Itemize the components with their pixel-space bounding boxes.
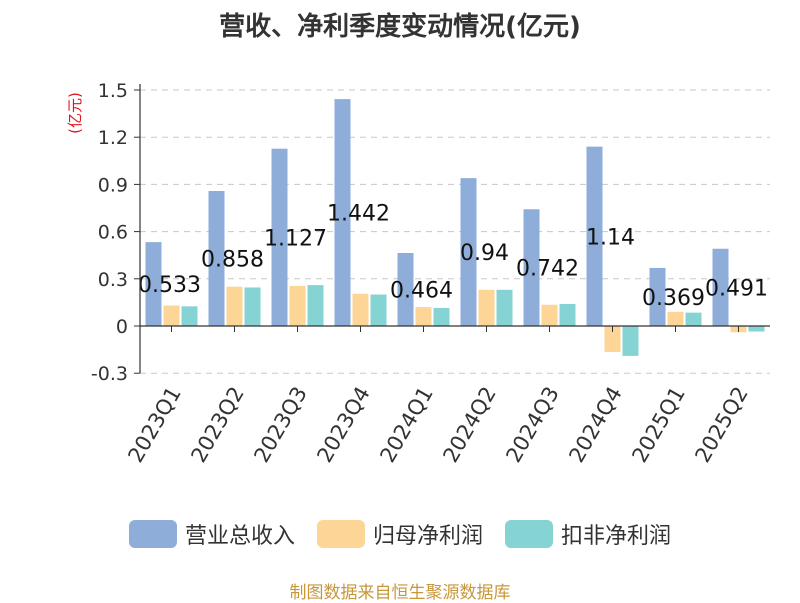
legend-label: 营业总收入 (184, 524, 295, 549)
bar-2023Q3-s1 (289, 285, 306, 326)
bars (145, 99, 765, 356)
bar-2024Q4-s0 (586, 146, 603, 326)
legend-swatch (316, 520, 365, 548)
bar-2023Q4-s2 (370, 294, 387, 326)
data-label: 1.14 (586, 225, 635, 250)
data-label: 0.369 (642, 286, 705, 311)
bar-2023Q4-s0 (334, 99, 351, 326)
data-label: 0.858 (201, 248, 264, 273)
bar-2023Q4-s1 (352, 293, 369, 326)
bar-2025Q2-s2 (748, 326, 765, 332)
x-tick-label: 2024Q4 (564, 383, 626, 467)
bar-2024Q3-s1 (541, 304, 558, 326)
data-label: 0.533 (138, 273, 201, 298)
bar-2023Q3-s0 (271, 148, 288, 326)
x-tick-label: 2024Q3 (501, 383, 563, 467)
bar-2024Q2-s2 (496, 289, 513, 326)
data-label: 1.442 (327, 202, 390, 227)
bar-2024Q2-s0 (460, 178, 477, 326)
bar-2024Q4-s1 (604, 326, 621, 352)
legend-item[interactable]: 营业总收入 (128, 518, 295, 550)
legend-item[interactable]: 扣非净利润 (505, 518, 671, 550)
x-tick-label: 2025Q1 (627, 383, 689, 467)
bar-2024Q1-s1 (415, 307, 432, 326)
bar-2023Q2-s1 (226, 286, 243, 326)
grid-lines (140, 89, 770, 374)
y-tick-label: 0.6 (98, 222, 128, 244)
bar-2024Q3-s2 (559, 303, 576, 326)
x-tick-label: 2023Q2 (186, 383, 248, 467)
legend-swatch (128, 520, 177, 548)
legend-label: 扣非净利润 (561, 524, 672, 549)
x-tick-label: 2023Q4 (312, 383, 374, 467)
y-tick-label: 0.9 (98, 174, 128, 196)
bar-2024Q1-s2 (433, 307, 450, 326)
legend-item[interactable]: 归母净利润 (316, 518, 483, 550)
bar-2023Q1-s0 (145, 242, 162, 326)
y-axis-unit-label: (亿元) (66, 92, 84, 134)
data-label: 0.94 (460, 241, 509, 266)
bar-2023Q2-s0 (208, 191, 225, 326)
bar-2023Q1-s1 (163, 305, 180, 326)
data-label: 0.491 (705, 276, 768, 301)
x-tick-label: 2023Q1 (123, 383, 185, 467)
data-label: 1.127 (264, 226, 327, 251)
legend: 营业总收入 归母净利润 扣非净利润 (0, 518, 800, 550)
x-tick-label: 2025Q2 (690, 383, 752, 467)
y-tick-label: 0.3 (98, 269, 128, 291)
data-label: 0.742 (516, 257, 579, 282)
legend-label: 归母净利润 (372, 524, 483, 549)
bar-2023Q2-s2 (244, 287, 261, 326)
y-axis-ticks: -0.3 0 0.3 0.6 0.9 1.2 1.5 (91, 80, 140, 385)
bar-2025Q1-s2 (685, 312, 702, 326)
y-tick-label: -0.3 (91, 363, 128, 385)
x-tick-label: 2024Q2 (438, 383, 500, 467)
axes (139, 84, 770, 374)
chart-title: 营收、净利季度变动情况(亿元) (219, 12, 581, 42)
x-tick-label: 2023Q3 (249, 383, 311, 467)
bar-2025Q1-s0 (649, 267, 666, 326)
bar-2024Q2-s1 (478, 289, 495, 326)
bar-2025Q2-s0 (712, 248, 729, 326)
data-label: 0.464 (390, 278, 453, 303)
legend-swatch (505, 520, 553, 548)
source-note: 制图数据来自恒生聚源数据库 (289, 583, 511, 603)
x-tick-label: 2024Q1 (375, 383, 437, 467)
bar-2024Q1-s0 (397, 252, 414, 326)
y-tick-label: 1.2 (98, 127, 128, 149)
y-tick-label: 0 (116, 316, 128, 338)
bar-2025Q1-s1 (667, 311, 684, 326)
bar-2024Q4-s2 (622, 326, 639, 356)
bar-2023Q3-s2 (307, 285, 324, 326)
x-axis-labels: 2023Q1 2023Q2 2023Q3 2023Q4 2024Q1 2024Q2 2024… (123, 326, 753, 467)
y-tick-label: 1.5 (98, 80, 128, 102)
bar-2024Q3-s0 (523, 209, 540, 326)
bar-2023Q1-s2 (181, 306, 198, 326)
